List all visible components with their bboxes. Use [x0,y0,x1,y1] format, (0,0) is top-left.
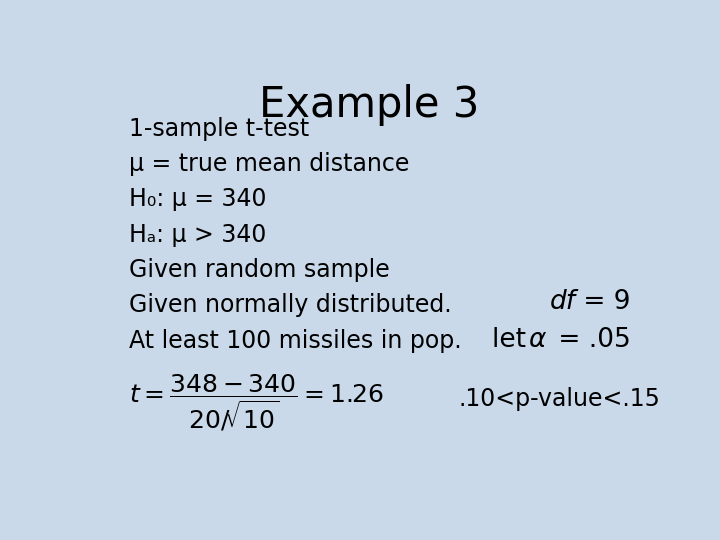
Text: μ = true mean distance: μ = true mean distance [129,152,410,176]
Text: Given random sample: Given random sample [129,258,390,282]
Text: = .05: = .05 [550,327,631,353]
Text: Example 3: Example 3 [258,84,480,125]
Text: = 9: = 9 [575,289,631,315]
Text: H₀: μ = 340: H₀: μ = 340 [129,187,266,212]
Text: Hₐ: μ > 340: Hₐ: μ > 340 [129,223,266,247]
Text: At least 100 missiles in pop.: At least 100 missiles in pop. [129,329,462,353]
Text: α: α [528,327,546,353]
Text: df: df [549,289,575,315]
Text: $t = \dfrac{348-340}{20/\!\sqrt{10}} = 1.26$: $t = \dfrac{348-340}{20/\!\sqrt{10}} = 1… [129,373,384,433]
Text: Given normally distributed.: Given normally distributed. [129,294,451,318]
Text: let: let [492,327,534,353]
Text: 1-sample t-test: 1-sample t-test [129,117,310,141]
Text: .10<p-value<.15: .10<p-value<.15 [459,387,660,411]
